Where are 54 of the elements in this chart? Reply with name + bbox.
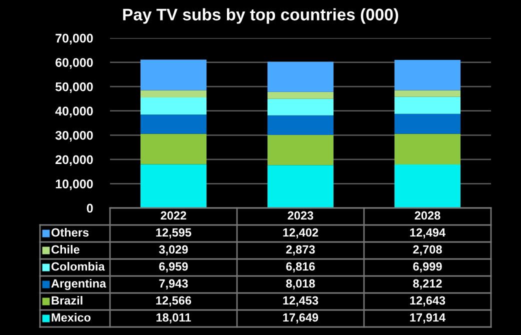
x-tick-label: 2028 — [414, 211, 440, 220]
y-tick-label: 60,000 — [56, 58, 93, 69]
y-tick-label: 70,000 — [56, 34, 93, 44]
bar — [267, 92, 334, 99]
y-tick-label: 40,000 — [55, 106, 93, 118]
data-label: 6,816 — [286, 262, 315, 272]
data-label: 12,494 — [410, 228, 446, 238]
legend-label: Colombia — [51, 262, 105, 271]
bar — [267, 134, 334, 166]
data-label: 2,873 — [286, 245, 315, 256]
bar — [140, 134, 207, 164]
legend-label: Brazil — [52, 296, 82, 305]
data-label: 18,011 — [156, 313, 191, 324]
y-tick-label: 30,000 — [55, 130, 93, 142]
bar — [267, 98, 334, 116]
data-label: 6,999 — [413, 262, 442, 272]
bar — [267, 165, 334, 208]
bar — [140, 60, 207, 90]
bar — [140, 164, 207, 208]
bar — [140, 114, 207, 134]
data-label: 2,708 — [413, 245, 442, 256]
bar — [394, 60, 461, 90]
data-label: 12,402 — [283, 228, 318, 238]
data-label: 3,029 — [159, 245, 188, 256]
data-label: 8,212 — [413, 279, 442, 290]
bar — [394, 90, 461, 97]
legend-label: Argentina — [51, 278, 106, 290]
y-tick-label: 10,000 — [56, 180, 93, 190]
y-tick-label: 20,000 — [56, 155, 93, 166]
bar — [394, 164, 461, 208]
data-label: 17,649 — [283, 313, 318, 324]
chart-title: Pay TV subs by top countries (000) — [123, 8, 398, 24]
data-label: 12,595 — [156, 228, 192, 238]
data-label: 6,959 — [159, 262, 188, 272]
y-tick-label: 50,000 — [55, 82, 93, 94]
bar — [140, 98, 207, 114]
bar — [267, 62, 334, 92]
legend-label: Others — [51, 228, 89, 237]
bar — [394, 96, 461, 114]
bar — [140, 90, 207, 98]
bar — [394, 114, 461, 134]
data-label: 12,643 — [410, 296, 446, 306]
data-label: 12,453 — [283, 296, 318, 306]
bar — [394, 134, 461, 164]
x-tick-label: 2023 — [288, 211, 314, 220]
y-tick-label: 0 — [86, 204, 93, 213]
bar — [267, 115, 334, 135]
data-label: 8,018 — [286, 279, 315, 290]
data-label: 12,566 — [156, 296, 192, 306]
data-label: 17,914 — [410, 313, 446, 324]
data-label: 7,943 — [159, 279, 188, 290]
legend-label: Mexico — [52, 312, 91, 322]
x-tick-label: 2022 — [160, 211, 186, 220]
legend-label: Chile — [51, 244, 80, 254]
